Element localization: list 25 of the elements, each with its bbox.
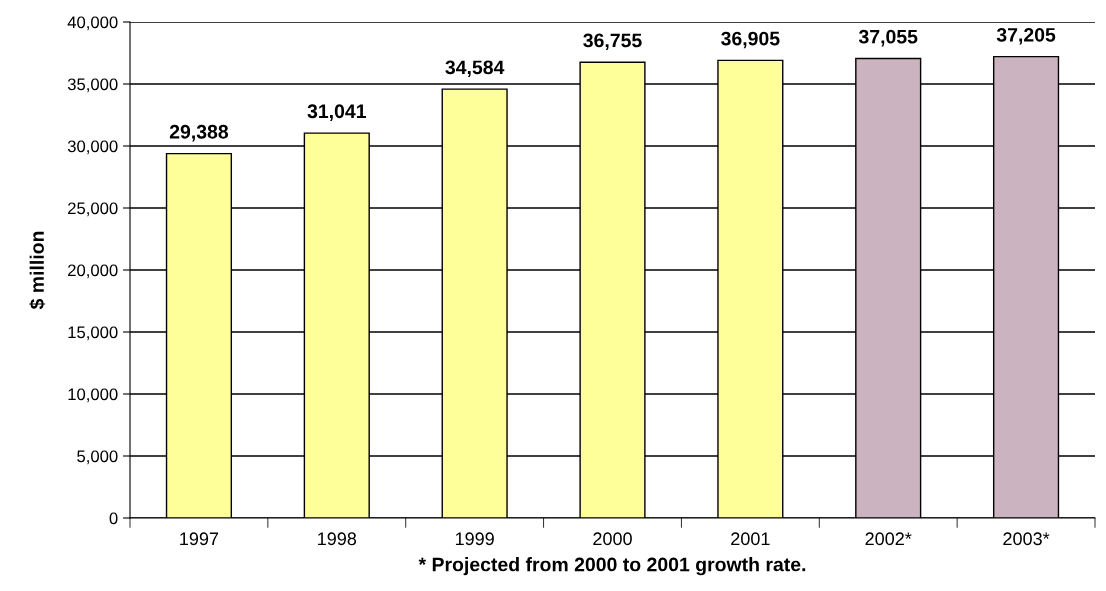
- data-label: 37,055: [858, 29, 918, 47]
- y-tick-label: 15,000: [68, 326, 118, 341]
- x-tick-label: 1999: [455, 532, 494, 546]
- y-tick-label: 30,000: [67, 140, 118, 155]
- x-tick-label: 2003*: [1003, 532, 1050, 546]
- y-tick-label: 20,000: [68, 264, 118, 279]
- x-tick-label: 2001: [731, 532, 770, 546]
- data-label: 36,905: [721, 31, 780, 49]
- data-label: 29,388: [169, 124, 229, 142]
- x-tick-label: 1997: [180, 532, 219, 546]
- y-tick-label: 5,000: [77, 450, 118, 465]
- x-tick-label: 2000: [593, 532, 632, 546]
- data-label: 34,584: [445, 60, 505, 78]
- y-tick-label: 0: [109, 512, 118, 525]
- data-label: 31,041: [307, 104, 366, 121]
- x-tick-label: 1998: [318, 532, 357, 546]
- x-tick-label: 2002*: [865, 532, 912, 546]
- y-tick-label: 25,000: [68, 202, 118, 217]
- y-tick-label: 40,000: [67, 16, 118, 31]
- data-label: 36,755: [583, 33, 642, 51]
- x-axis-title: * Projected from 2000 to 2001 growth rate.: [418, 557, 806, 576]
- y-tick-label: 10,000: [68, 388, 118, 403]
- y-axis-title: $ million: [29, 231, 46, 310]
- data-label: 37,205: [996, 27, 1056, 45]
- y-tick-label: 35,000: [67, 78, 118, 93]
